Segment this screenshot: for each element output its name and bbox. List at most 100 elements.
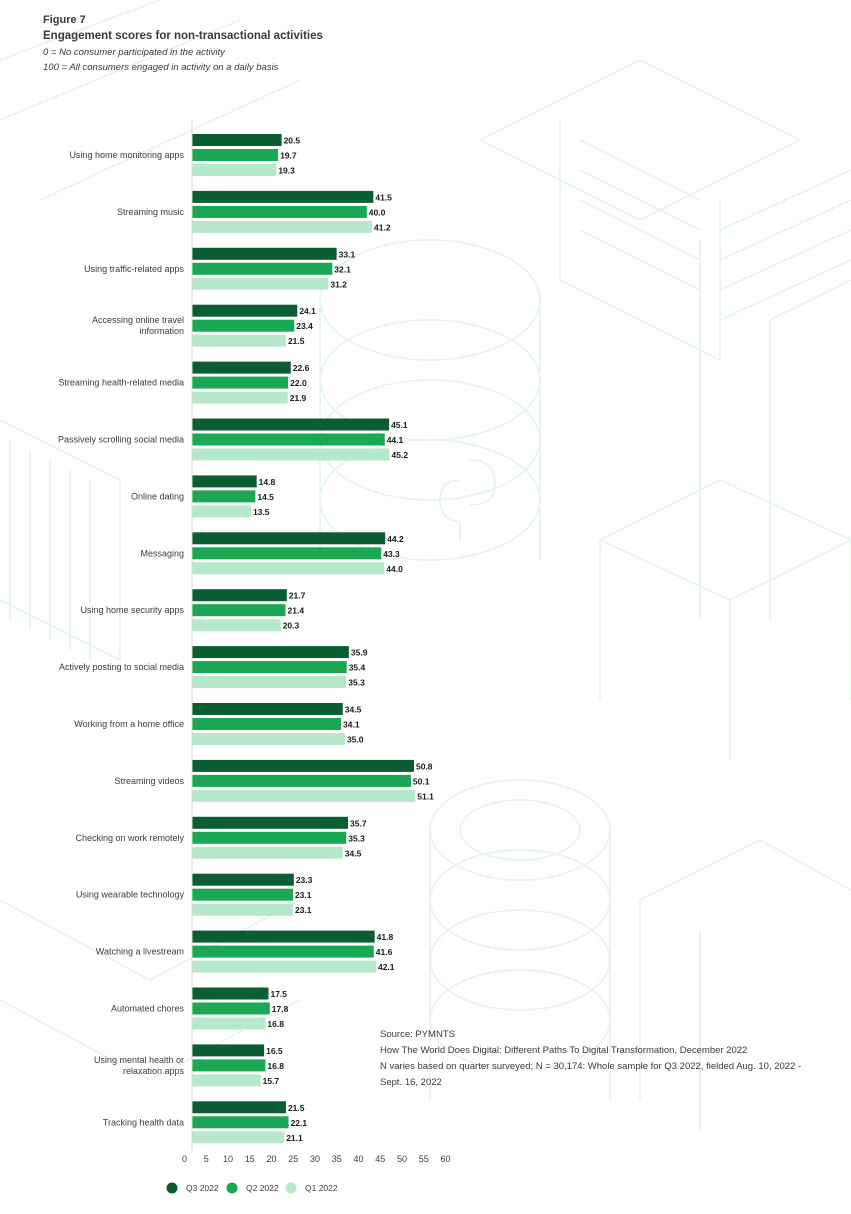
value-label: 50.1 <box>413 776 430 786</box>
bar-q1-2022 <box>192 789 416 802</box>
x-tick-label: 40 <box>353 1154 363 1164</box>
bar-q3-2022 <box>192 532 386 545</box>
source-line-1: How The World Does Digital: Different Pa… <box>380 1045 748 1056</box>
value-label: 32.1 <box>334 264 351 274</box>
category-label: Using traffic-related apps <box>84 264 184 274</box>
value-label: 22.0 <box>290 378 307 388</box>
bar-q2-2022 <box>192 547 382 560</box>
category-label: Automated chores <box>111 1004 185 1014</box>
value-label: 24.1 <box>299 306 316 316</box>
bar-q1-2022 <box>192 220 373 233</box>
value-label: 14.5 <box>257 492 274 502</box>
bar-q2-2022 <box>192 1116 289 1129</box>
category-label: Streaming videos <box>114 776 184 786</box>
category-label: Accessing online travel information <box>92 315 184 336</box>
legend-swatch-icon <box>226 1182 238 1194</box>
bar-q1-2022 <box>192 960 376 973</box>
bar-q3-2022 <box>192 930 375 943</box>
value-label: 41.6 <box>376 947 393 957</box>
source-line-0: Source: PYMNTS <box>380 1029 455 1040</box>
bar-q2-2022 <box>192 376 289 389</box>
x-tick-label: 55 <box>419 1154 429 1164</box>
bar-q1-2022 <box>192 562 385 575</box>
value-label: 31.2 <box>330 279 347 289</box>
value-label: 34.1 <box>343 720 360 730</box>
bar-q1-2022 <box>192 619 281 632</box>
category-label: Tracking health data <box>103 1117 184 1127</box>
figure-number: Figure 7 <box>43 14 86 26</box>
bar-q1-2022 <box>192 846 343 859</box>
bar-q2-2022 <box>192 774 411 787</box>
value-label: 21.4 <box>288 606 305 616</box>
x-tick-label: 15 <box>245 1154 255 1164</box>
value-label: 34.5 <box>345 705 362 715</box>
source-line-2: N varies based on quarter surveyed; N = … <box>380 1061 802 1072</box>
x-tick-label: 50 <box>397 1154 407 1164</box>
category-label: Online dating <box>131 491 184 501</box>
bar-q3-2022 <box>192 987 269 1000</box>
value-label: 16.5 <box>266 1046 283 1056</box>
x-tick-label: 30 <box>310 1154 320 1164</box>
value-label: 35.7 <box>350 818 367 828</box>
value-label: 35.0 <box>347 735 364 745</box>
legend-swatch-icon <box>285 1182 297 1194</box>
category-label: Using wearable technology <box>76 890 185 900</box>
bar-q3-2022 <box>192 418 390 431</box>
value-label: 34.5 <box>345 848 362 858</box>
x-tick-label: 35 <box>332 1154 342 1164</box>
x-tick-label: 60 <box>440 1154 450 1164</box>
bar-q1-2022 <box>192 391 288 404</box>
value-label: 35.4 <box>349 663 366 673</box>
bar-q1-2022 <box>192 448 390 461</box>
category-label: Working from a home office <box>74 719 184 729</box>
x-tick-label: 5 <box>204 1154 209 1164</box>
value-label: 42.1 <box>378 962 395 972</box>
value-label: 23.3 <box>296 875 313 885</box>
bar-q2-2022 <box>192 1059 266 1072</box>
bar-q3-2022 <box>192 475 257 488</box>
category-label: Watching a livestream <box>96 947 184 957</box>
bar-q3-2022 <box>192 304 298 317</box>
value-label: 43.3 <box>383 549 400 559</box>
bar-q3-2022 <box>192 873 294 886</box>
value-labels: 20.5 19.7 19.3 41.5 40.0 41.2 33.1 32.1 31.2 24.1… <box>253 136 434 1143</box>
value-label: 17.8 <box>272 1004 289 1014</box>
bar-q2-2022 <box>192 604 286 617</box>
bar-q3-2022 <box>192 361 291 374</box>
value-label: 19.7 <box>280 151 297 161</box>
bar-q2-2022 <box>192 262 333 275</box>
value-label: 41.5 <box>375 192 392 202</box>
value-label: 35.3 <box>348 678 365 688</box>
value-label: 33.1 <box>339 249 356 259</box>
legend: Q3 2022 Q2 2022 Q1 2022 <box>166 1182 338 1194</box>
value-label: 41.2 <box>374 222 391 232</box>
x-tick-label: 45 <box>375 1154 385 1164</box>
category-label: Using home monitoring apps <box>69 150 184 160</box>
source-note: Source: PYMNTS How The World Does Digita… <box>380 1027 850 1091</box>
value-label: 13.5 <box>253 507 270 517</box>
value-label: 23.1 <box>295 905 312 915</box>
value-label: 51.1 <box>417 791 434 801</box>
x-tick-label: 20 <box>266 1154 276 1164</box>
bar-q2-2022 <box>192 945 374 958</box>
category-label: Using mental health or relaxation apps <box>94 1055 185 1076</box>
bar-q3-2022 <box>192 703 343 715</box>
bar-q1-2022 <box>192 733 345 745</box>
category-label: Messaging <box>140 548 184 558</box>
value-label: 17.5 <box>270 989 287 999</box>
value-label: 45.1 <box>391 420 408 430</box>
bar-q2-2022 <box>192 661 347 674</box>
legend-label: Q3 2022 <box>186 1183 219 1193</box>
bar-q2-2022 <box>192 149 279 161</box>
category-label: Checking on work remotely <box>75 833 184 843</box>
value-label: 22.6 <box>293 363 310 373</box>
value-label: 19.3 <box>278 166 295 176</box>
bars-layer <box>192 134 416 1144</box>
bar-q1-2022 <box>192 1131 285 1144</box>
bar-q3-2022 <box>192 247 337 260</box>
x-tick-label: 10 <box>223 1154 233 1164</box>
figure-note-0: 0 = No consumer participated in the acti… <box>43 47 225 58</box>
bar-q3-2022 <box>192 190 374 203</box>
bar-q3-2022 <box>192 816 349 829</box>
